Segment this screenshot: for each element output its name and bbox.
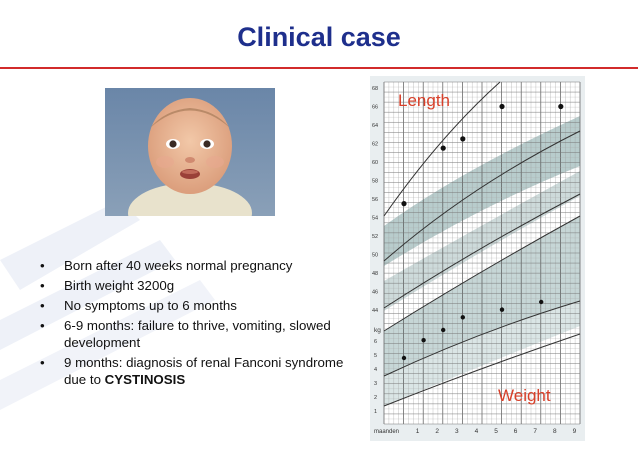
- weight-label: Weight: [498, 386, 551, 405]
- length-tick-label: 56: [372, 197, 378, 203]
- length-tick-label: 68: [372, 86, 378, 92]
- weight-data-points: [401, 299, 544, 361]
- weight-tick-label: 4: [374, 367, 377, 373]
- slide-title: Clinical case: [237, 22, 401, 52]
- weight-point: [421, 337, 426, 343]
- bullet-text: No symptoms up to 6 months: [64, 298, 237, 313]
- month-tick-label: 5: [494, 428, 498, 435]
- weight-tick-label: 6: [374, 339, 377, 345]
- length-point: [401, 201, 407, 207]
- length-curve-p97: [383, 81, 501, 217]
- month-tick-label: 1: [416, 428, 420, 435]
- bullet-text: 9 months: diagnosis of renal Fanconi syn…: [64, 355, 344, 387]
- weight-unit-label: kg: [374, 327, 381, 334]
- bullet-text: Born after 40 weeks normal pregnancy: [64, 258, 293, 273]
- month-tick-label: 4: [475, 428, 479, 435]
- length-tick-label: 58: [372, 179, 378, 185]
- length-data-points: [401, 103, 564, 207]
- length-tick-label: 44: [372, 308, 378, 314]
- length-tick-label: 62: [372, 142, 378, 148]
- weight-tick-label: 1: [374, 409, 377, 415]
- length-curve-p50: [383, 130, 581, 262]
- weight-point: [539, 299, 544, 305]
- list-item: 9 months: diagnosis of renal Fanconi syn…: [40, 354, 360, 388]
- x-axis-label: maanden: [374, 429, 399, 435]
- length-point: [558, 103, 564, 110]
- list-item: Birth weight 3200g: [40, 277, 360, 294]
- weight-curve-p3: [383, 333, 581, 407]
- weight-tick-label: 2: [374, 395, 377, 401]
- weight-tick-label: 5: [374, 353, 377, 359]
- chart-grid: [383, 81, 581, 425]
- weight-curve-p97: [383, 215, 581, 332]
- month-tick-label: 9: [573, 428, 577, 435]
- length-point: [440, 145, 446, 151]
- bullet-text: 6-9 months: failure to thrive, vomiting,…: [64, 318, 331, 350]
- length-point: [499, 103, 505, 110]
- case-history-list: Born after 40 weeks normal pregnancy Bir…: [40, 257, 360, 391]
- list-item: No symptoms up to 6 months: [40, 297, 360, 314]
- length-tick-label: 46: [372, 290, 378, 296]
- weight-tick-label: 3: [374, 381, 377, 387]
- length-curve-p3: [383, 193, 581, 309]
- month-tick-label: 8: [553, 428, 557, 435]
- weight-curve-p50: [383, 300, 581, 377]
- list-item: Born after 40 weeks normal pregnancy: [40, 257, 360, 274]
- month-axis-ticks: 1 2 3 4 5 6 7 8 9: [416, 428, 577, 435]
- month-tick-label: 2: [435, 428, 439, 435]
- weight-point: [401, 355, 407, 361]
- title-divider: [0, 67, 638, 69]
- month-tick-label: 3: [455, 428, 459, 435]
- weight-point: [499, 307, 505, 312]
- list-item: 6-9 months: failure to thrive, vomiting,…: [40, 317, 360, 351]
- length-tick-label: 60: [372, 160, 378, 166]
- length-label: Length: [398, 91, 450, 110]
- length-axis-ticks: 68 66 64 62 60 58 56 54 52 50 48 46 44: [372, 86, 378, 314]
- length-tick-label: 48: [372, 271, 378, 277]
- month-tick-label: 6: [514, 428, 518, 435]
- length-tick-label: 54: [372, 216, 378, 222]
- length-tick-label: 66: [372, 105, 378, 111]
- infant-photo: [105, 88, 275, 243]
- month-tick-label: 7: [533, 428, 537, 435]
- bullet-text: Birth weight 3200g: [64, 278, 175, 293]
- length-point: [460, 136, 466, 142]
- weight-axis-ticks: 6 5 4 3 2 1: [374, 339, 377, 415]
- length-tick-label: 64: [372, 123, 378, 129]
- length-tick-label: 52: [372, 234, 378, 240]
- weight-point: [460, 315, 465, 320]
- diagnosis-emphasis: CYSTINOSIS: [104, 372, 186, 387]
- length-tick-label: 50: [372, 253, 378, 259]
- weight-point: [441, 327, 446, 333]
